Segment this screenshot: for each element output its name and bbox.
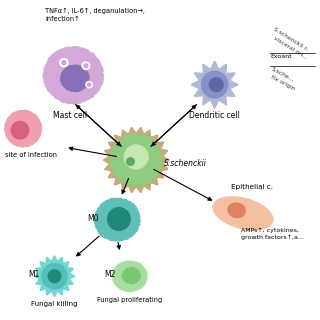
Polygon shape [5, 110, 41, 147]
Polygon shape [61, 65, 89, 92]
Ellipse shape [212, 196, 274, 231]
Circle shape [84, 64, 88, 68]
Text: M1: M1 [28, 270, 40, 279]
Polygon shape [113, 261, 147, 292]
Text: M0: M0 [87, 213, 99, 223]
Text: fix origin: fix origin [270, 74, 296, 91]
Polygon shape [108, 208, 130, 230]
Text: Fungal killing: Fungal killing [31, 301, 78, 307]
Polygon shape [124, 145, 148, 169]
Text: AMPs↑, cytokines,: AMPs↑, cytokines, [241, 228, 299, 233]
Polygon shape [110, 134, 162, 186]
Polygon shape [201, 71, 228, 98]
Text: visceral ori...: visceral ori... [273, 36, 308, 61]
Circle shape [86, 82, 92, 88]
Text: TNFα↑, IL-6↑, deganulation→,: TNFα↑, IL-6↑, deganulation→, [45, 8, 145, 14]
Text: site of infection: site of infection [5, 152, 57, 158]
Polygon shape [43, 47, 103, 104]
Polygon shape [95, 198, 140, 241]
Circle shape [82, 62, 90, 69]
Polygon shape [11, 122, 29, 139]
Text: Exoant: Exoant [270, 54, 292, 59]
Text: growth factors↑,a...: growth factors↑,a... [241, 235, 304, 240]
Circle shape [127, 158, 134, 165]
Ellipse shape [227, 202, 246, 218]
Polygon shape [123, 268, 140, 284]
Polygon shape [34, 256, 75, 297]
Text: Fungal proliferating: Fungal proliferating [97, 297, 163, 303]
Text: S.schenckii: S.schenckii [164, 159, 207, 168]
Polygon shape [48, 270, 61, 283]
Text: Mast cell: Mast cell [53, 111, 87, 120]
Circle shape [62, 60, 66, 65]
Text: S.schenckii c.: S.schenckii c. [273, 27, 310, 52]
Polygon shape [191, 61, 238, 108]
Polygon shape [42, 264, 67, 289]
Polygon shape [103, 127, 169, 193]
Polygon shape [209, 78, 223, 92]
Text: Dendritic cell: Dendritic cell [189, 111, 240, 120]
Text: M2: M2 [104, 270, 115, 279]
Circle shape [87, 83, 91, 86]
Circle shape [60, 59, 68, 67]
Text: infection↑: infection↑ [45, 16, 80, 21]
Text: S.sche...: S.sche... [270, 67, 295, 83]
Text: Epithelial c.: Epithelial c. [231, 184, 273, 190]
